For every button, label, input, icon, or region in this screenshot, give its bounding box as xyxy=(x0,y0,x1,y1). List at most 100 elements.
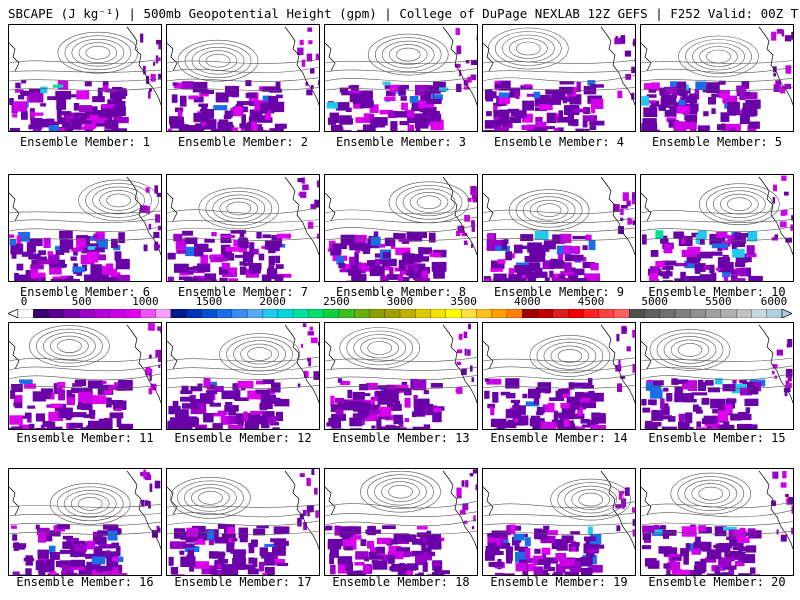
ensemble-member-map xyxy=(324,468,478,576)
ensemble-member-label: Ensemble Member: 20 xyxy=(648,575,786,589)
colorbar-swatch xyxy=(445,309,462,318)
ensemble-member-label: Ensemble Member: 5 xyxy=(651,135,783,149)
height-contours xyxy=(167,476,319,535)
colorbar-swatch xyxy=(262,309,279,318)
ensemble-member-label: Ensemble Member: 8 xyxy=(335,285,467,299)
coastline xyxy=(167,26,319,106)
map-plot xyxy=(325,469,477,575)
colorbar-tick-label: 2000 xyxy=(259,295,286,308)
coastline xyxy=(9,324,161,404)
colorbar-tick-label: 1500 xyxy=(195,295,223,308)
coastline xyxy=(167,324,319,404)
map-plot xyxy=(325,323,477,429)
height-contours xyxy=(641,329,793,389)
colorbar-swatch xyxy=(48,309,65,318)
map-plot xyxy=(9,176,161,281)
ensemble-member-map xyxy=(166,24,320,132)
ensemble-member-label: Ensemble Member: 7 xyxy=(177,285,309,299)
coastline xyxy=(9,26,161,106)
cape-shading xyxy=(484,487,635,575)
ensemble-member-map xyxy=(324,24,478,132)
ensemble-member-map xyxy=(8,468,162,576)
cape-shading xyxy=(9,185,161,281)
colorbar-swatch xyxy=(720,309,737,318)
coastline xyxy=(483,324,635,404)
ensemble-member-label: Ensemble Member: 17 xyxy=(174,575,312,589)
colorbar-swatch xyxy=(292,309,309,318)
ensemble-member-label: Ensemble Member: 3 xyxy=(335,135,467,149)
colorbar-swatch xyxy=(17,309,34,318)
colorbar-swatch xyxy=(705,309,722,318)
colorbar-tick-label: 500 xyxy=(71,295,92,308)
map-plot xyxy=(641,26,793,131)
ensemble-member-map xyxy=(482,322,636,430)
colorbar-swatch xyxy=(690,309,707,318)
colorbar-swatch xyxy=(140,309,156,318)
colorbar-swatch xyxy=(247,309,263,318)
coastline xyxy=(483,470,635,550)
colorbar-tick-label: 5000 xyxy=(641,295,668,308)
height-contours xyxy=(325,181,477,241)
colorbar-tick-label: 1000 xyxy=(132,295,159,308)
ensemble-member-label: Ensemble Member: 6 xyxy=(19,285,151,299)
cape-shading xyxy=(483,35,635,131)
cape-shading xyxy=(484,325,635,429)
height-contours xyxy=(167,187,319,241)
cape-shading xyxy=(11,469,161,575)
chart-title: SBCAPE (J kg⁻¹) | 500mb Geopotential Hei… xyxy=(8,6,798,21)
map-plot xyxy=(167,323,319,429)
cape-shading xyxy=(326,323,474,429)
height-contours xyxy=(9,325,161,389)
cape-shading xyxy=(9,33,161,131)
cape-shading xyxy=(167,323,319,429)
colorbar-tick-label: 0 xyxy=(20,295,28,308)
cape-shading xyxy=(167,177,319,281)
colorbar-swatch xyxy=(415,309,432,318)
height-contours xyxy=(641,35,793,91)
ensemble-member-label: Ensemble Member: 1 xyxy=(19,135,151,149)
colorbar-swatch xyxy=(231,309,248,318)
ensemble-member-label: Ensemble Member: 14 xyxy=(490,431,628,445)
map-plot xyxy=(167,26,319,131)
height-contours xyxy=(9,179,161,241)
ensemble-member-label: Ensemble Member: 16 xyxy=(16,575,154,589)
colorbar-swatch xyxy=(338,309,355,318)
colorbar-swatch xyxy=(323,309,340,318)
cape-shading xyxy=(327,186,477,281)
colorbar-swatch xyxy=(33,309,50,318)
height-contours xyxy=(325,33,477,91)
colorbar-swatch xyxy=(613,309,630,318)
colorbar-swatch xyxy=(629,309,645,318)
coastline xyxy=(167,176,319,256)
colorbar-tick-label: 3500 xyxy=(450,295,477,308)
colorbar-swatch xyxy=(399,309,416,318)
ensemble-member-label: Ensemble Member: 13 xyxy=(332,431,470,445)
ensemble-member-map xyxy=(166,174,320,282)
colorbar-min-arrow xyxy=(8,309,19,318)
ensemble-member-label: Ensemble Member: 9 xyxy=(493,285,625,299)
map-plot xyxy=(9,323,161,429)
coastline xyxy=(9,470,161,550)
cape-shading xyxy=(641,29,793,131)
map-plot xyxy=(9,469,161,575)
height-contours xyxy=(167,39,319,91)
colorbar-swatch xyxy=(308,309,325,318)
map-plot xyxy=(483,176,635,281)
colorbar-tick-label: 3000 xyxy=(386,295,414,308)
ensemble-member-label: Ensemble Member: 11 xyxy=(16,431,154,445)
colorbar-swatch xyxy=(751,309,768,318)
map-plot xyxy=(483,26,635,131)
cape-shading xyxy=(167,27,319,131)
colorbar-swatch xyxy=(124,309,141,318)
map-plot xyxy=(325,176,477,281)
colorbar-scale xyxy=(8,309,792,318)
cape-shading xyxy=(168,469,319,575)
coastline xyxy=(325,324,477,404)
ensemble-member-label: Ensemble Member: 10 xyxy=(648,285,786,299)
colorbar-swatch xyxy=(185,309,202,318)
ensemble-member-map xyxy=(640,174,794,282)
height-contours xyxy=(325,470,477,535)
cape-shading xyxy=(641,339,793,429)
colorbar-swatch xyxy=(201,309,218,318)
